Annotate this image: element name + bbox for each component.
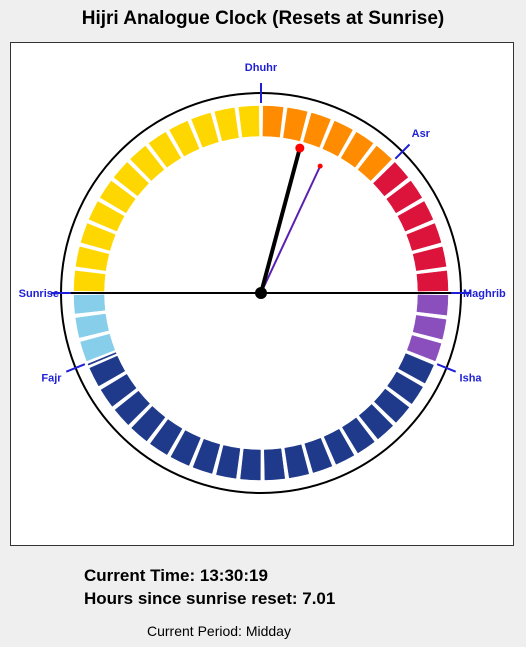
clock-band-segment <box>322 120 353 157</box>
clock-band-segment <box>412 315 447 340</box>
clock-title: Hijri Analogue Clock (Resets at Sunrise) <box>81 8 445 29</box>
clock-band-segment <box>397 201 434 232</box>
clock-band-segment <box>240 448 261 481</box>
minute-hand-tip <box>317 163 323 169</box>
prayer-marker-tick <box>394 143 411 160</box>
clock-band-segment <box>264 448 286 481</box>
clock-panel: Dhuhr Asr Maghrib Isha Sunrise Fajr <box>10 42 514 546</box>
prayer-marker-label: Maghrib <box>463 288 506 300</box>
clock-band-segment <box>214 107 239 142</box>
clock-center-pivot <box>255 287 267 299</box>
hour-hand-tip <box>295 143 305 153</box>
clock-band-segment <box>191 112 219 148</box>
clock-band-segment <box>170 430 201 466</box>
clock-band-segment <box>131 405 166 442</box>
clock-band-segment <box>406 223 442 251</box>
clock-band-segment <box>114 390 150 426</box>
clock-band-segment <box>113 162 149 197</box>
clock-band-segment <box>283 107 308 142</box>
clock-band-segment <box>386 180 423 214</box>
prayer-marker-label: Fajr <box>41 373 62 385</box>
clock-band-segment <box>89 355 126 387</box>
clock-band-segment <box>75 246 110 271</box>
clock-band-segment <box>373 162 409 197</box>
prayer-marker-tick <box>436 363 457 373</box>
clock-band-segment <box>75 313 109 338</box>
clock-band-segment <box>387 371 423 405</box>
clock-band-segment <box>192 438 221 474</box>
prayer-marker-label: Dhuhr <box>245 62 278 74</box>
clock-band-segment <box>262 105 284 138</box>
clock-band-segment <box>416 294 449 316</box>
clock-band-segment <box>149 419 183 455</box>
clock-band-segment <box>284 444 310 479</box>
current-time-readout: Current Time: 13:30:19 <box>84 566 268 585</box>
current-period-readout: Current Period: Midday <box>147 623 291 639</box>
clock-band-segment <box>148 131 182 168</box>
clock-band-segment <box>406 335 442 362</box>
prayer-marker-label: Asr <box>412 128 431 140</box>
clock-band-segment <box>73 270 106 292</box>
prayer-marker-tick <box>65 363 86 373</box>
clock-band-segment <box>99 180 136 214</box>
clock-band-segment <box>416 270 449 292</box>
clock-band-segment <box>303 112 331 148</box>
clock-band-segment <box>73 294 106 314</box>
clock-band-segment <box>238 105 260 138</box>
clock-band-segment <box>304 437 333 473</box>
hours-since-sunrise-readout: Hours since sunrise reset: 7.01 <box>84 589 336 608</box>
clock-band-segment <box>80 223 116 251</box>
clock-band-segment <box>100 373 137 407</box>
clock-band-segment <box>412 246 447 271</box>
clock-band-segment <box>340 131 374 168</box>
clock-band-segment <box>130 145 165 181</box>
prayer-marker-label: Sunrise <box>19 288 59 300</box>
clock-band-segment <box>373 388 410 423</box>
clock-band-segment <box>216 445 241 479</box>
clock-band-segment <box>357 145 392 181</box>
clock-band-segment <box>87 352 117 366</box>
hour-hand <box>259 147 302 294</box>
prayer-marker-label: Isha <box>460 373 483 385</box>
clock-band-segment <box>341 417 375 454</box>
clock-band-segment <box>88 201 125 232</box>
clock-face: Dhuhr Asr Maghrib Isha Sunrise Fajr <box>19 62 506 494</box>
minute-hand <box>260 165 322 294</box>
clock-band-segment <box>169 120 200 157</box>
clock-band-segment <box>358 404 394 440</box>
clock-band-segment <box>398 353 434 384</box>
clock-band-segment <box>323 428 355 465</box>
clock-band-segment <box>80 333 116 362</box>
